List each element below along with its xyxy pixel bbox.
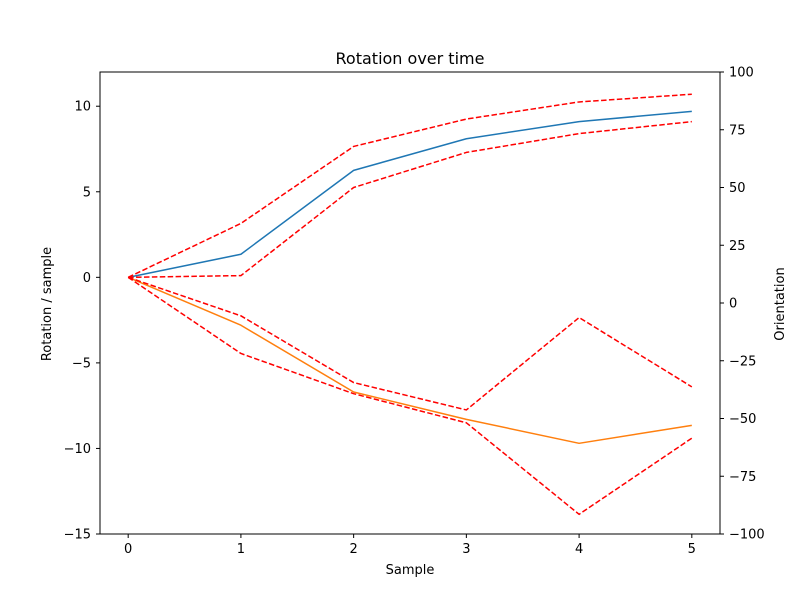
y-tick-label-left: −15 xyxy=(64,528,91,543)
series-line-1 xyxy=(127,276,692,445)
x-tick-label: 2 xyxy=(349,542,357,557)
x-tick-label: 4 xyxy=(575,542,583,557)
y-tick-label-left: 0 xyxy=(83,271,91,286)
y-tick-label-left: 10 xyxy=(74,100,91,115)
ticks-layer: 0 1 2 3 4 5−15−10−50510−100−75−50−25025507510… xyxy=(64,66,765,558)
y-tick-label-right: −75 xyxy=(729,470,756,485)
y-axis-label-right: Orientation xyxy=(773,267,788,340)
x-axis-label: Sample xyxy=(386,563,435,578)
y-tick-label-left: −10 xyxy=(64,442,91,457)
y-tick-label-left: 5 xyxy=(83,185,91,200)
y-tick-label-left: −5 xyxy=(72,356,91,371)
series-layer xyxy=(127,93,693,516)
chart-title: Rotation over time xyxy=(336,49,485,68)
y-tick-label-right: −50 xyxy=(729,412,756,427)
x-tick-label: 5 xyxy=(688,542,696,557)
x-tick-label: 1 xyxy=(237,542,245,557)
series-line-0 xyxy=(128,110,692,279)
plot-frame xyxy=(99,71,721,535)
y-tick-label-right: 100 xyxy=(729,66,754,81)
y-tick-label-right: 25 xyxy=(729,239,746,254)
bound-line-3 xyxy=(128,120,692,279)
y-tick-label-right: −100 xyxy=(729,528,765,543)
y-tick-label-right: 0 xyxy=(729,297,737,312)
y-axis-label-left: Rotation / sample xyxy=(40,247,55,361)
y-tick-label-right: 75 xyxy=(729,123,746,138)
bound-line-2 xyxy=(127,93,692,279)
x-tick-label: 0 xyxy=(124,542,132,557)
y-tick-label-right: −25 xyxy=(729,354,756,369)
bound-line-5 xyxy=(127,276,693,516)
x-tick-label: 3 xyxy=(462,542,470,557)
y-tick-label-right: 50 xyxy=(729,181,746,196)
axes-layer xyxy=(99,71,721,535)
bound-line-4 xyxy=(127,276,693,411)
